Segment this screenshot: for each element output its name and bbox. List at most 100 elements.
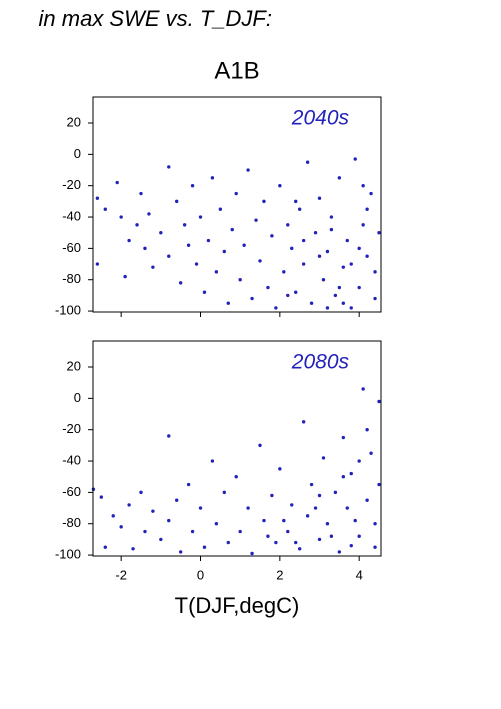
point — [301, 420, 306, 424]
y-tick-label: 20 — [67, 358, 81, 373]
point — [250, 551, 254, 556]
point — [194, 262, 199, 266]
point — [202, 290, 207, 294]
point — [377, 482, 381, 487]
y-tick-label: -20 — [62, 177, 81, 192]
point — [190, 183, 195, 188]
point — [95, 196, 100, 200]
x-tick-label: 2 — [276, 567, 283, 582]
point — [139, 191, 143, 196]
point — [373, 545, 377, 549]
point — [167, 165, 171, 169]
point — [270, 493, 274, 498]
point — [357, 534, 361, 538]
point — [222, 490, 227, 495]
point — [349, 471, 353, 476]
point — [373, 296, 377, 301]
point — [369, 191, 373, 196]
point — [262, 518, 266, 523]
point — [238, 278, 242, 282]
point — [143, 246, 147, 251]
point — [345, 506, 349, 510]
point — [123, 274, 127, 279]
point — [127, 503, 131, 507]
point — [317, 493, 322, 498]
x-tick-label: -2 — [115, 567, 127, 582]
point — [341, 475, 346, 479]
point — [357, 246, 361, 251]
point — [131, 547, 135, 551]
point — [139, 490, 143, 495]
point — [151, 265, 155, 269]
point — [329, 215, 334, 219]
point — [321, 278, 326, 282]
point — [103, 545, 107, 549]
point — [246, 506, 250, 510]
point — [325, 306, 330, 310]
point — [159, 537, 163, 542]
point — [103, 207, 107, 211]
point — [317, 537, 322, 542]
y-tick-label: 0 — [74, 390, 81, 405]
point — [182, 223, 187, 227]
point — [234, 475, 238, 479]
point — [282, 518, 286, 523]
point — [119, 525, 123, 529]
page-title: in max SWE vs. T_DJF: — [39, 6, 272, 31]
point — [294, 540, 298, 545]
point — [337, 550, 342, 554]
point — [246, 168, 250, 172]
point — [111, 514, 115, 518]
point — [341, 435, 346, 440]
point — [270, 234, 274, 238]
point — [238, 529, 242, 534]
point — [305, 160, 310, 164]
point — [290, 246, 294, 251]
point — [321, 456, 326, 460]
point — [210, 176, 215, 180]
point — [262, 199, 266, 204]
point — [337, 176, 342, 180]
point — [305, 514, 310, 518]
point — [278, 467, 282, 471]
point — [309, 482, 314, 487]
point — [317, 254, 322, 258]
point — [274, 540, 278, 545]
point — [278, 183, 282, 188]
point — [361, 387, 365, 391]
point — [294, 290, 298, 294]
point — [361, 183, 365, 188]
y-tick-label: -80 — [62, 271, 81, 286]
point — [186, 482, 191, 487]
point — [250, 296, 254, 301]
point — [175, 498, 179, 502]
point — [341, 301, 346, 305]
point — [353, 518, 357, 523]
point — [210, 459, 215, 463]
panel-annotation: 2080s — [291, 351, 350, 374]
point — [353, 157, 357, 161]
point — [266, 285, 270, 290]
point — [329, 534, 334, 538]
point — [159, 231, 163, 235]
point — [377, 231, 381, 235]
point — [242, 243, 246, 247]
point — [373, 522, 377, 526]
point — [365, 498, 369, 502]
point — [297, 207, 302, 211]
point — [313, 506, 318, 510]
point — [127, 238, 131, 243]
point — [167, 254, 171, 258]
point — [349, 306, 353, 310]
point — [186, 243, 191, 247]
plot-frame — [92, 96, 382, 313]
point — [313, 231, 318, 235]
point — [151, 509, 155, 513]
x-tick-label: 4 — [356, 567, 363, 582]
y-tick-label: -40 — [62, 452, 81, 467]
point — [175, 199, 179, 204]
point — [290, 503, 294, 507]
point — [119, 215, 123, 219]
point — [301, 262, 306, 266]
